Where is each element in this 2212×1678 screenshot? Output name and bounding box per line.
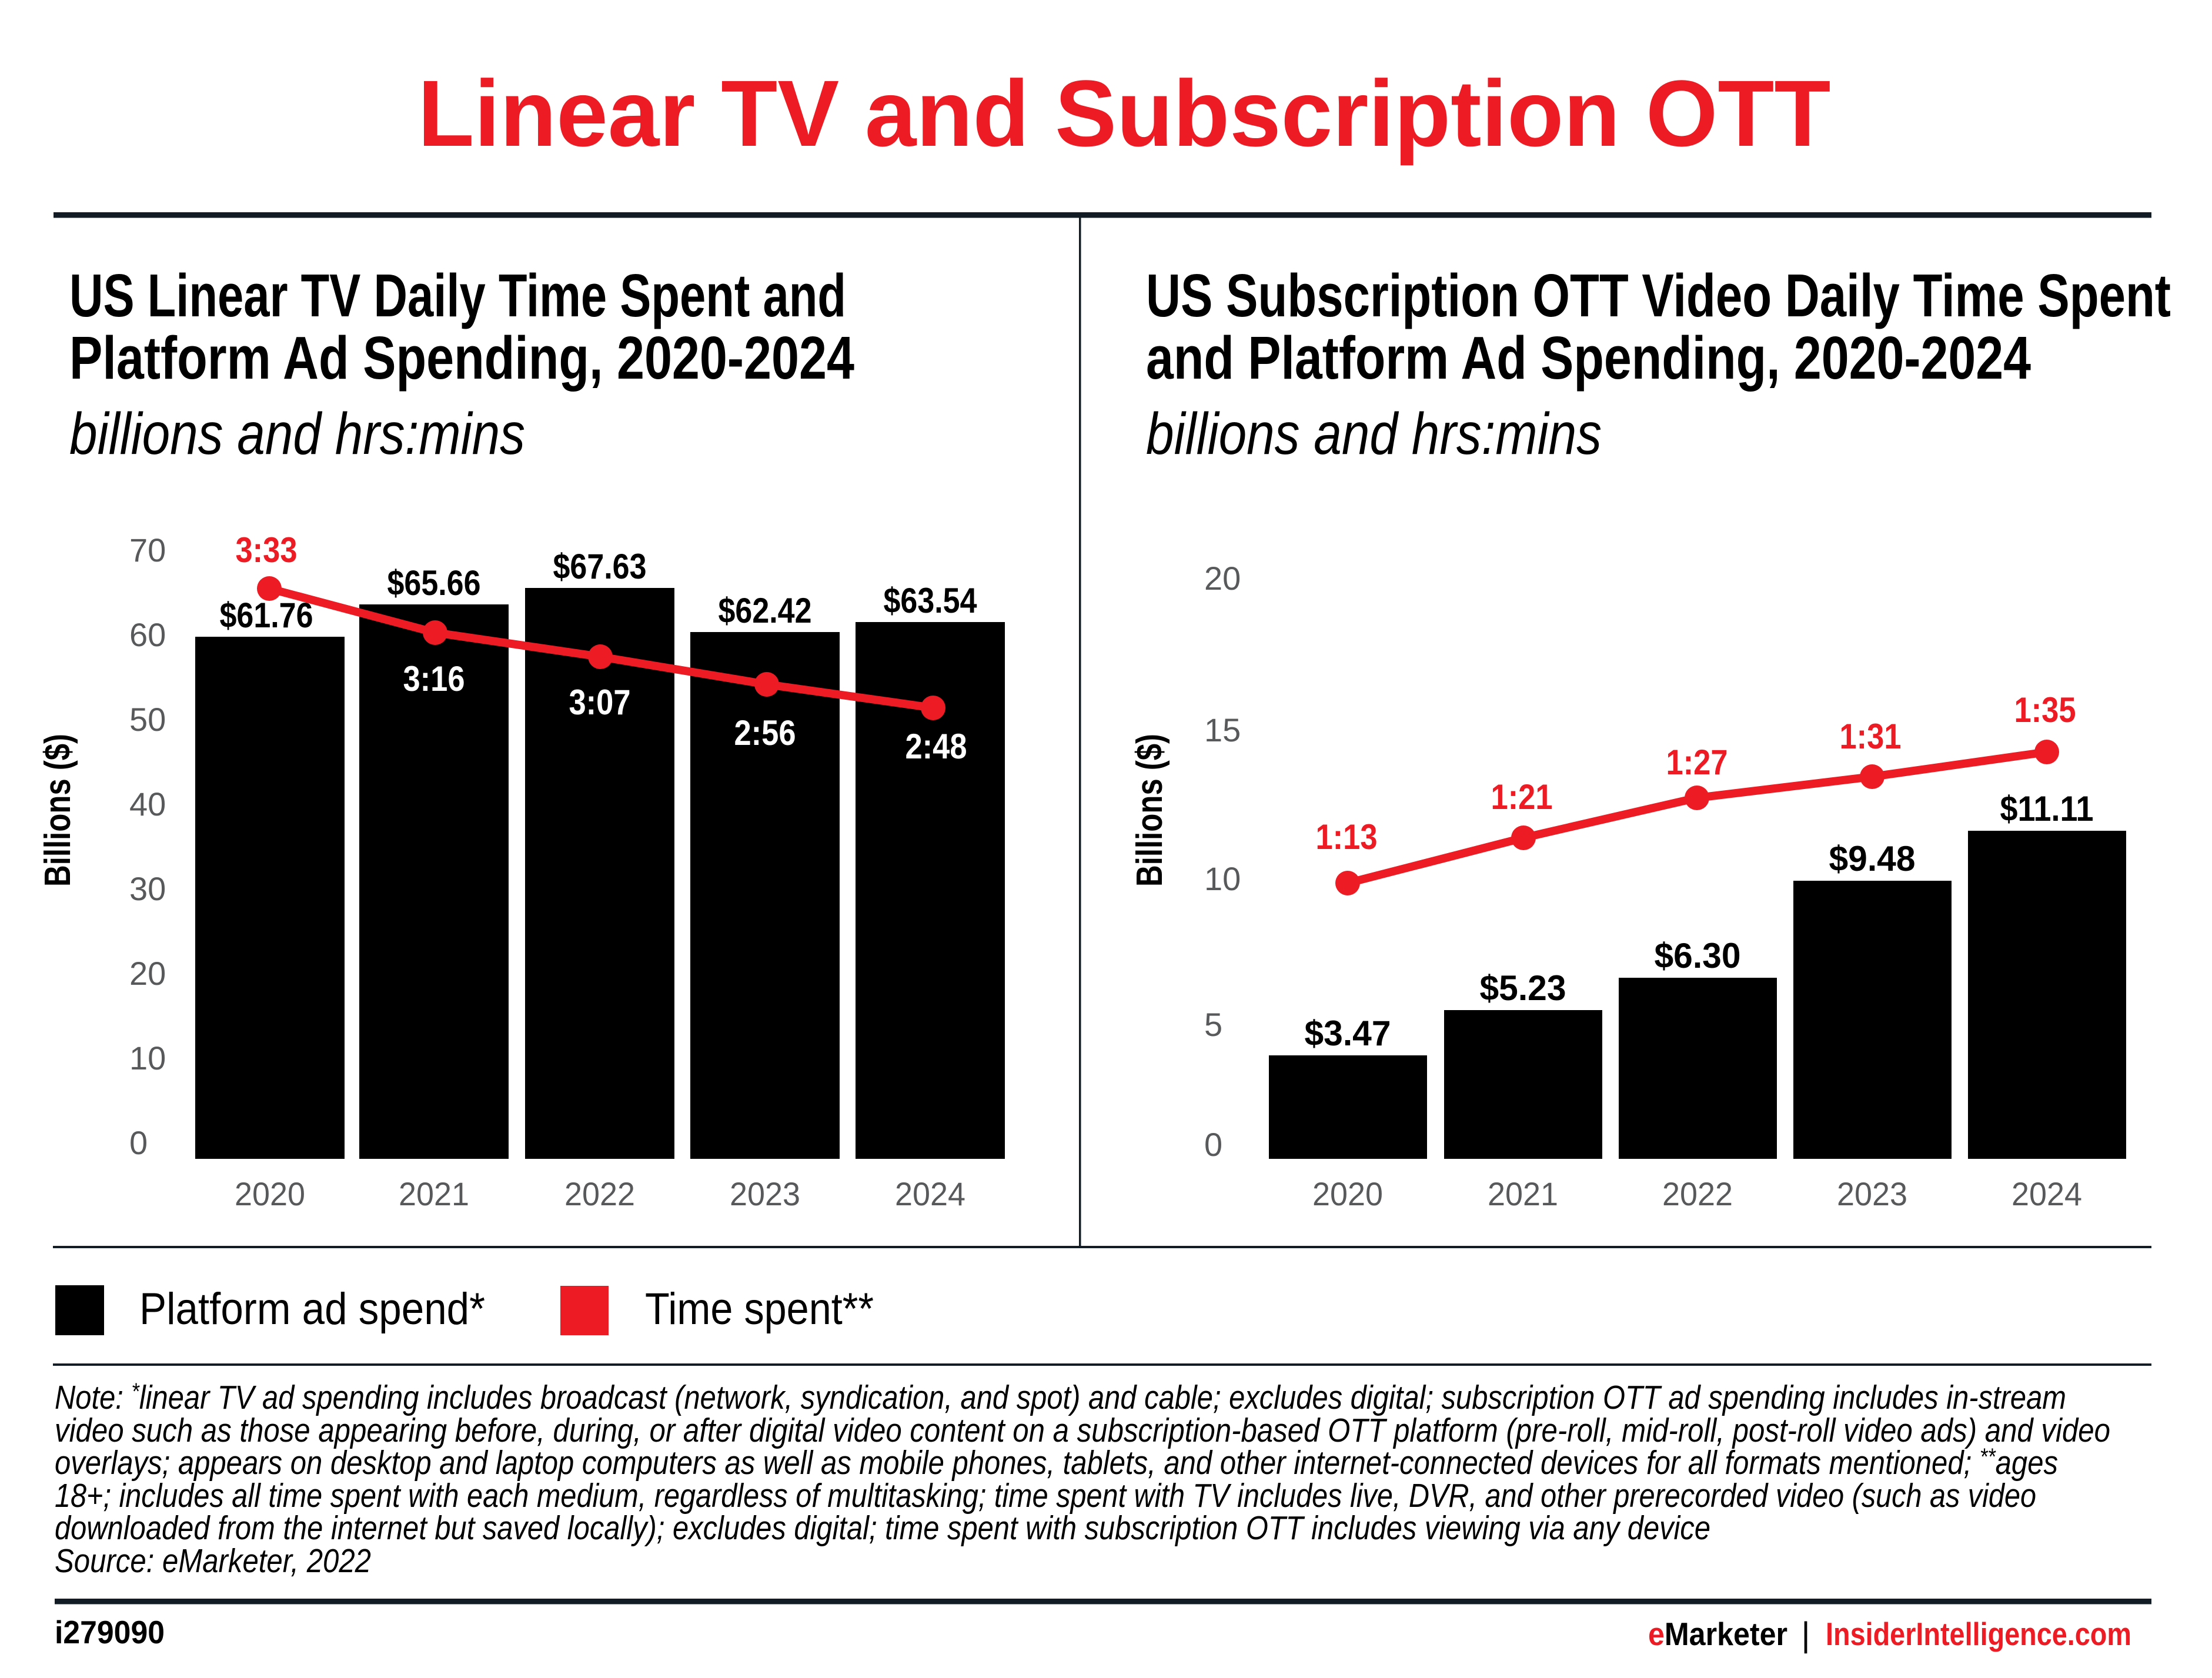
svg-text:$11.11: $11.11	[2000, 789, 2094, 828]
svg-text:2021: 2021	[399, 1175, 469, 1212]
svg-text:10: 10	[129, 1039, 166, 1077]
svg-text:US Subscription OTT Video Dail: US Subscription OTT Video Daily Time Spe…	[1146, 262, 2171, 329]
svg-text:1:13: 1:13	[1316, 817, 1378, 857]
svg-text:Note: *linear TV ad spending i: Note: *linear TV ad spending includes br…	[55, 1379, 2066, 1416]
svg-text:30: 30	[129, 870, 166, 907]
svg-text:15: 15	[1204, 711, 1241, 748]
svg-text:3:16: 3:16	[403, 659, 465, 698]
svg-text:US Linear TV Daily Time Spent: US Linear TV Daily Time Spent and	[69, 262, 846, 329]
svg-text:$3.47: $3.47	[1305, 1014, 1391, 1053]
svg-text:downloaded from the internet b: downloaded from the internet but saved l…	[55, 1509, 1710, 1547]
svg-text:Platform ad spend*: Platform ad spend*	[139, 1284, 485, 1334]
svg-text:eMarketer: eMarketer	[1648, 1616, 1787, 1652]
svg-text:overlays; appears on desktop a: overlays; appears on desktop and laptop …	[55, 1444, 2058, 1482]
svg-text:$67.63: $67.63	[553, 547, 647, 586]
svg-text:1:21: 1:21	[1491, 777, 1553, 817]
svg-text:2021: 2021	[1488, 1175, 1558, 1212]
svg-text:i279090: i279090	[55, 1614, 165, 1650]
svg-text:1:35: 1:35	[2014, 690, 2076, 730]
svg-text:2022: 2022	[1662, 1175, 1733, 1212]
svg-text:18+; includes all time spent w: 18+; includes all time spent with each m…	[55, 1477, 2036, 1515]
svg-text:$62.42: $62.42	[719, 591, 812, 630]
svg-text:1:27: 1:27	[1666, 743, 1728, 782]
svg-text:50: 50	[129, 701, 166, 738]
svg-text:70: 70	[129, 532, 166, 569]
svg-text:$6.30: $6.30	[1655, 936, 1741, 975]
svg-text:2020: 2020	[1312, 1175, 1383, 1212]
svg-text:20: 20	[1204, 560, 1241, 597]
svg-text:2023: 2023	[730, 1175, 800, 1212]
svg-text:3:07: 3:07	[569, 683, 631, 722]
svg-text:2020: 2020	[235, 1175, 305, 1212]
svg-text:Linear TV and Subscription OTT: Linear TV and Subscription OTT	[418, 61, 1831, 166]
svg-text:billions and hrs:mins: billions and hrs:mins	[69, 401, 525, 467]
svg-text:$9.48: $9.48	[1829, 839, 1916, 878]
svg-text:2022: 2022	[564, 1175, 635, 1212]
svg-text:InsiderIntelligence.com: InsiderIntelligence.com	[1826, 1616, 2131, 1652]
svg-text:video such as those appearing: video such as those appearing before, du…	[55, 1412, 2110, 1449]
svg-text:0: 0	[129, 1124, 148, 1161]
svg-text:20: 20	[129, 955, 166, 992]
svg-text:$5.23: $5.23	[1480, 968, 1566, 1008]
svg-text:3:33: 3:33	[236, 530, 298, 570]
svg-text:Platform Ad Spending, 2020-202: Platform Ad Spending, 2020-2024	[69, 324, 854, 392]
svg-text:60: 60	[129, 616, 166, 653]
svg-text:|: |	[1801, 1616, 1810, 1654]
svg-text:0: 0	[1204, 1126, 1222, 1163]
svg-text:2:48: 2:48	[905, 727, 967, 766]
svg-text:Source: eMarketer, 2022: Source: eMarketer, 2022	[55, 1542, 371, 1580]
svg-text:10: 10	[1204, 860, 1241, 897]
svg-text:Billions ($): Billions ($)	[38, 734, 78, 887]
svg-text:2024: 2024	[2011, 1175, 2082, 1212]
svg-text:2024: 2024	[895, 1175, 965, 1212]
svg-text:1:31: 1:31	[1840, 717, 1902, 756]
svg-text:5: 5	[1204, 1006, 1222, 1043]
svg-text:$61.76: $61.76	[220, 596, 313, 635]
svg-text:2023: 2023	[1837, 1175, 1907, 1212]
svg-text:billions and hrs:mins: billions and hrs:mins	[1146, 401, 1602, 467]
svg-text:and Platform Ad Spending, 2020: and Platform Ad Spending, 2020-2024	[1146, 324, 2031, 392]
svg-text:Time spent**: Time spent**	[645, 1284, 874, 1334]
svg-text:$65.66: $65.66	[387, 563, 481, 603]
svg-text:40: 40	[129, 785, 166, 823]
svg-text:Billions ($): Billions ($)	[1130, 734, 1170, 887]
svg-text:$63.54: $63.54	[884, 581, 978, 620]
svg-text:2:56: 2:56	[734, 713, 796, 753]
